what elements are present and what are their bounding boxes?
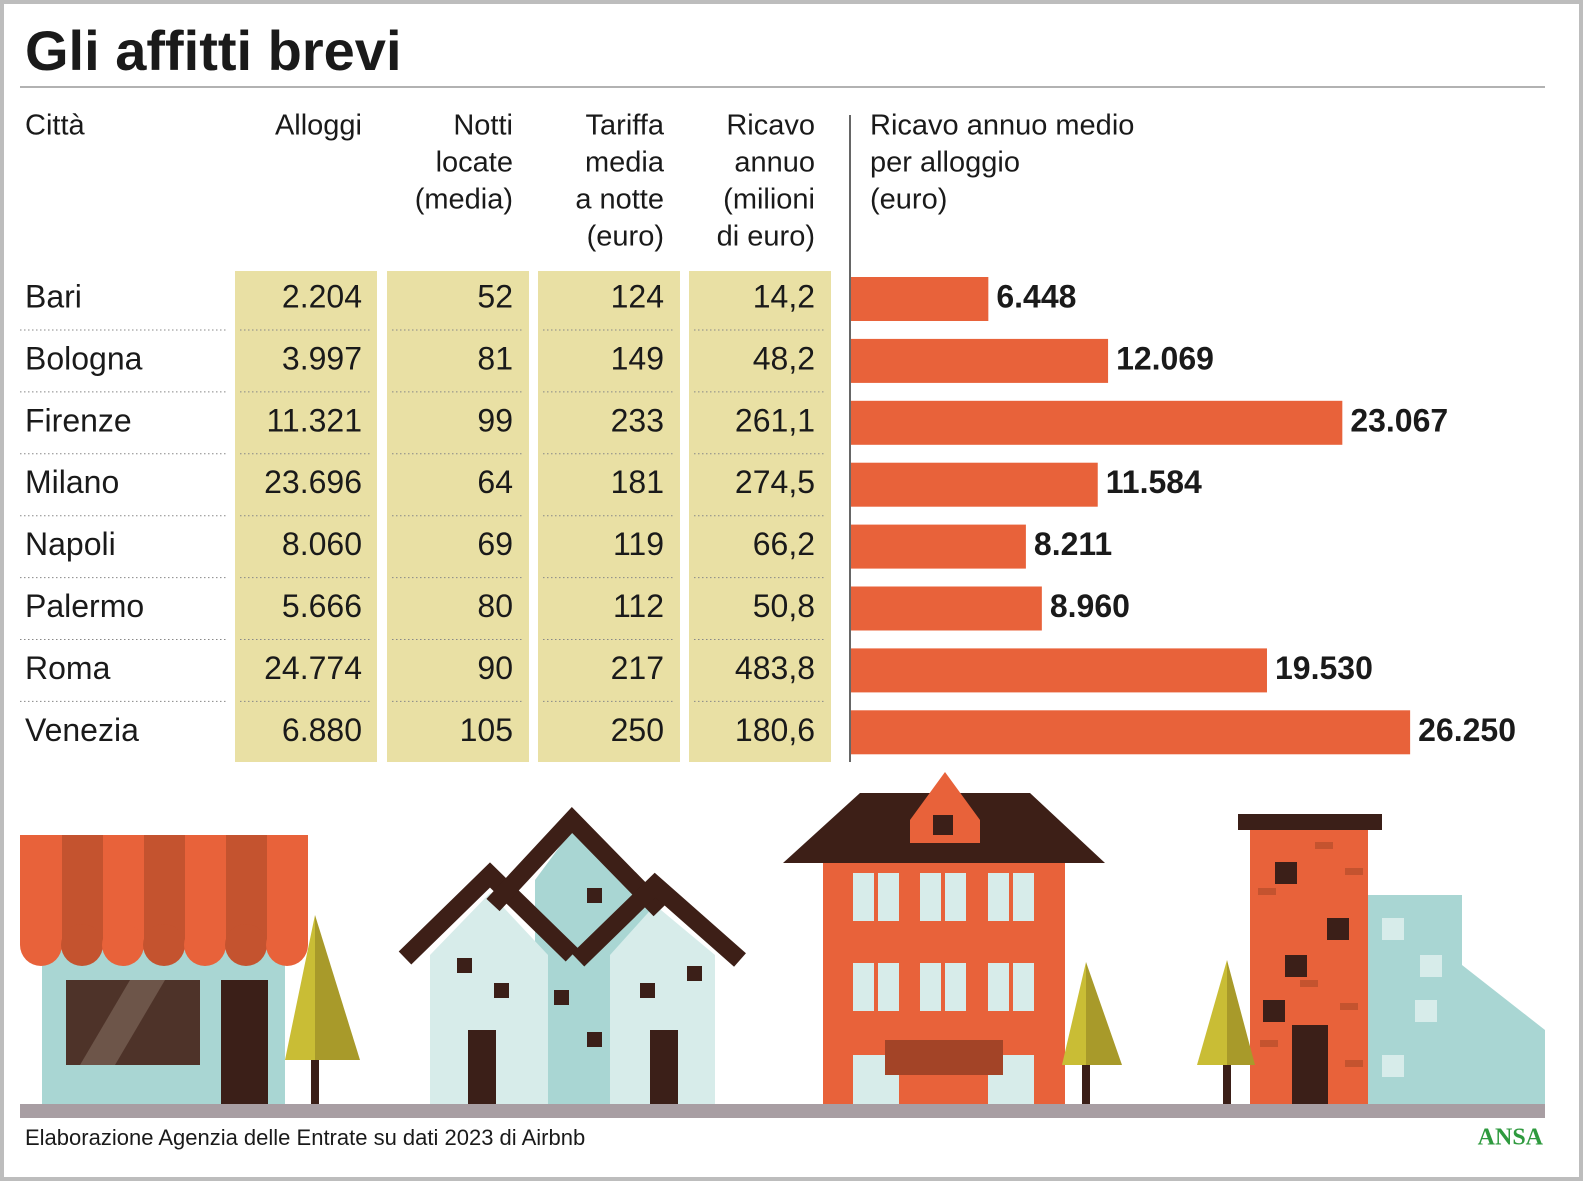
column-header: Ricavo [726, 110, 815, 142]
value-label: 12.069 [1116, 340, 1214, 376]
house [610, 905, 715, 1104]
cell: 3.997 [282, 340, 362, 376]
cell: 250 [611, 712, 664, 748]
cell: 2.204 [282, 278, 362, 314]
cell: 50,8 [753, 588, 815, 624]
cell: 5.666 [282, 588, 362, 624]
cell: 23.696 [264, 464, 362, 500]
table: Città Alloggi Notti locate (media) Tariffa med… [20, 110, 826, 748]
cell: 483,8 [735, 650, 815, 686]
city: Napoli [25, 526, 116, 562]
cell: 52 [477, 278, 513, 314]
value-label: 8.211 [1034, 526, 1112, 562]
cell: 180,6 [735, 712, 815, 748]
bar [851, 586, 1042, 631]
cell: 6.880 [282, 712, 362, 748]
shop-window-glare [80, 980, 165, 1065]
column-header: media [585, 147, 665, 179]
column-header: Alloggi [275, 110, 362, 142]
column-bg [538, 271, 680, 762]
chart-title: (euro) [870, 184, 947, 216]
house [430, 893, 548, 1104]
cell: 48,2 [753, 340, 815, 376]
cell: 119 [613, 526, 664, 562]
value-label: 11.584 [1106, 464, 1202, 500]
cell: 80 [477, 588, 513, 624]
chart-title: per alloggio [870, 147, 1020, 179]
column-header: a notte [575, 184, 664, 216]
city: Bari [25, 278, 82, 314]
cell: 181 [611, 464, 664, 500]
value-label: 8.960 [1050, 588, 1130, 624]
cell: 274,5 [735, 464, 815, 500]
city: Bologna [25, 340, 143, 376]
column-backgrounds [235, 271, 831, 762]
cell: 8.060 [282, 526, 362, 562]
cell: 149 [611, 340, 664, 376]
cell: 99 [477, 402, 513, 438]
city: Venezia [25, 712, 139, 748]
cell: 81 [477, 340, 513, 376]
column-header: (milioni [723, 184, 815, 216]
column-bg [387, 271, 529, 762]
column-bg [689, 271, 831, 762]
value-label: 19.530 [1275, 650, 1373, 686]
cell: 112 [613, 588, 664, 624]
bar [851, 400, 1343, 445]
city: Milano [25, 464, 119, 500]
cell: 11.321 [267, 402, 363, 438]
cell: 69 [477, 526, 513, 562]
column-header: Notti [453, 110, 513, 142]
column-header: Città [25, 110, 86, 142]
bar [851, 648, 1267, 693]
cell: 105 [460, 712, 513, 748]
cell: 66,2 [753, 526, 815, 562]
column-header: locate [436, 147, 513, 179]
illustration [20, 772, 1545, 1118]
city: Firenze [25, 402, 132, 438]
shop-door [221, 980, 268, 1104]
bar [851, 524, 1026, 569]
value-label: 26.250 [1418, 712, 1516, 748]
column-header: Tariffa [586, 110, 665, 142]
shop-awning [20, 835, 308, 966]
cell: 124 [611, 278, 664, 314]
title: Gli affitti brevi [25, 19, 402, 82]
ground [20, 1104, 1545, 1118]
bar [851, 710, 1411, 755]
bar [851, 338, 1109, 383]
cell: 14,2 [753, 278, 815, 314]
bar [851, 462, 1098, 507]
source: Elaborazione Agenzia delle Entrate su da… [25, 1125, 585, 1150]
building [1368, 895, 1545, 1104]
city: Palermo [25, 588, 144, 624]
column-header: (media) [415, 184, 513, 216]
column-bg [235, 271, 377, 762]
cell: 64 [477, 464, 513, 500]
city: Roma [25, 650, 111, 686]
cell: 233 [611, 402, 664, 438]
cell: 24.774 [264, 650, 362, 686]
chart-title: Ricavo annuo medio [870, 110, 1134, 142]
tree [285, 915, 315, 1060]
column-header: di euro) [717, 221, 815, 253]
bar-chart: Ricavo annuo medio per alloggio (euro) 6.44… [851, 110, 1516, 755]
value-label: 6.448 [996, 278, 1076, 314]
cell: 261,1 [735, 402, 815, 438]
column-header: (euro) [587, 221, 664, 253]
column-header: annuo [734, 147, 815, 179]
value-label: 23.067 [1350, 402, 1448, 438]
bar [851, 277, 989, 321]
cell: 90 [477, 650, 513, 686]
logo: ANSA [1478, 1125, 1544, 1151]
cell: 217 [611, 650, 664, 686]
